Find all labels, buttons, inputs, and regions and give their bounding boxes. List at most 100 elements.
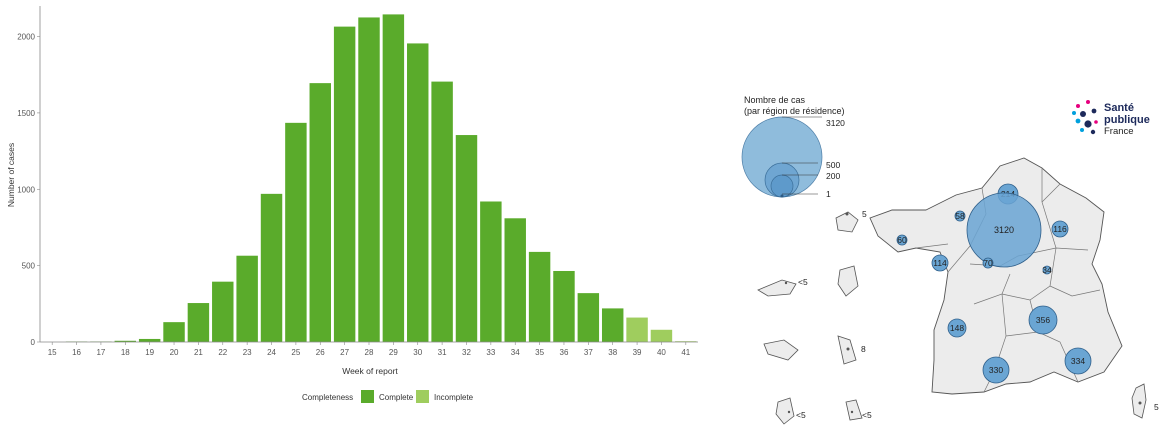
overseas-value: <5 <box>798 277 808 287</box>
overseas-value: <5 <box>862 410 872 420</box>
region-bubble <box>982 257 994 269</box>
bar-week-37 <box>577 293 600 342</box>
bar-chart: 0 500 1000 1500 2000 15 16 17 18 19 20 21 22 23 24 25 2… <box>6 6 698 403</box>
region-bubbles: 214 58 3120 116 60 114 70 34 148 356 330… <box>896 183 1092 384</box>
svg-text:Santé: Santé <box>1104 102 1134 114</box>
legend-title: Completeness <box>302 393 353 402</box>
bar-week-31 <box>431 81 453 342</box>
x-tick-label: 19 <box>145 348 154 357</box>
legend-label-complete: Complete <box>379 393 414 402</box>
bar-week-32 <box>455 135 478 342</box>
legend-label-incomplete: Incomplete <box>434 393 474 402</box>
x-axis-ticks: 15 16 17 18 19 20 21 22 23 24 25 26 27 28 29 30 31 32 33 34… <box>48 342 691 357</box>
x-tick-label: 21 <box>194 348 203 357</box>
x-tick-label: 17 <box>96 348 105 357</box>
region-bubble <box>1028 305 1058 335</box>
region-value: 116 <box>1053 224 1067 234</box>
bar-week-19 <box>138 338 161 342</box>
bar-week-20 <box>163 322 185 342</box>
y-tick-label: 500 <box>22 262 36 271</box>
region-value: 148 <box>950 323 964 333</box>
x-tick-label: 32 <box>462 348 471 357</box>
x-tick-label: 26 <box>316 348 325 357</box>
x-tick-label: 18 <box>121 348 130 357</box>
bar-week-23 <box>236 255 258 342</box>
x-tick-label: 35 <box>535 348 544 357</box>
region-bubble <box>947 318 967 338</box>
legend-title-line2: (par région de résidence) <box>744 106 845 116</box>
overseas-labels: 5 <5 8 <5 <5 5 <box>784 209 1159 420</box>
overseas-value: <5 <box>796 410 806 420</box>
overseas-value: 5 <box>862 209 867 219</box>
bar-week-27 <box>333 26 356 343</box>
region-bubble <box>1051 220 1069 238</box>
x-tick-label: 16 <box>72 348 81 357</box>
bar-week-38 <box>601 308 624 342</box>
region-value: 34 <box>1042 265 1052 275</box>
region-value: 356 <box>1036 315 1050 325</box>
region-bubble <box>982 356 1010 384</box>
x-tick-label: 27 <box>340 348 349 357</box>
region-bubble <box>896 234 908 246</box>
overseas-value: 8 <box>861 344 866 354</box>
bar-week-36 <box>553 270 575 342</box>
x-tick-label: 36 <box>560 348 569 357</box>
region-bubble <box>1064 347 1092 375</box>
france-map-outline <box>757 157 1147 425</box>
x-axis-title: Week of report <box>342 366 398 376</box>
legend-size-1: 1 <box>826 189 831 199</box>
region-bubble <box>1042 265 1052 275</box>
x-tick-label: 40 <box>657 348 666 357</box>
bar-week-25 <box>285 122 307 342</box>
overseas-value: 5 <box>1154 402 1159 412</box>
bar-week-35 <box>528 251 551 342</box>
x-tick-label: 23 <box>243 348 252 357</box>
sante-publique-france-logo: Santé publique France <box>1072 100 1150 137</box>
x-tick-label: 20 <box>170 348 179 357</box>
region-bubble <box>966 192 1042 268</box>
x-tick-label: 41 <box>681 348 690 357</box>
bar-week-40 <box>650 329 673 342</box>
y-axis-ticks: 0 500 1000 1500 2000 <box>17 33 40 347</box>
region-value: 58 <box>955 211 965 221</box>
x-tick-label: 29 <box>389 348 398 357</box>
bar-week-39 <box>626 317 648 342</box>
france-bubble-map: Nombre de cas (par région de résidence) … <box>741 95 1159 425</box>
region-value: 60 <box>897 235 907 245</box>
region-value: 330 <box>989 365 1003 375</box>
legend-size-200: 200 <box>826 171 840 181</box>
region-value: 3120 <box>994 225 1014 235</box>
legend-size-500: 500 <box>826 160 840 170</box>
x-tick-label: 15 <box>48 348 57 357</box>
region-value: 70 <box>983 258 993 268</box>
x-tick-label: 28 <box>365 348 374 357</box>
x-tick-label: 34 <box>511 348 520 357</box>
x-tick-label: 22 <box>218 348 227 357</box>
chart-legend: Completeness Complete Incomplete <box>302 390 474 403</box>
x-tick-label: 25 <box>291 348 300 357</box>
y-tick-label: 0 <box>31 338 36 347</box>
bar-week-21 <box>187 303 210 342</box>
svg-text:France: France <box>1104 126 1134 137</box>
legend-size-3120: 3120 <box>826 118 845 128</box>
x-tick-label: 39 <box>633 348 642 357</box>
legend-bubble-1 <box>780 194 784 198</box>
bar-series <box>65 14 697 343</box>
svg-text:publique: publique <box>1104 114 1150 126</box>
x-tick-label: 37 <box>584 348 593 357</box>
bar-week-18 <box>114 340 137 342</box>
x-tick-label: 31 <box>438 348 447 357</box>
legend-swatch-incomplete <box>416 390 429 403</box>
bar-week-29 <box>382 14 405 343</box>
x-tick-label: 33 <box>486 348 495 357</box>
x-tick-label: 30 <box>413 348 422 357</box>
y-tick-label: 1000 <box>17 185 35 194</box>
bar-week-30 <box>407 43 429 343</box>
bar-week-24 <box>260 193 283 342</box>
region-bubble <box>954 210 966 222</box>
bar-week-26 <box>309 83 331 342</box>
y-axis-title: Number of cases <box>6 143 16 207</box>
legend-title-line1: Nombre de cas <box>744 95 806 105</box>
region-bubble <box>931 254 949 272</box>
y-tick-label: 2000 <box>17 33 35 42</box>
